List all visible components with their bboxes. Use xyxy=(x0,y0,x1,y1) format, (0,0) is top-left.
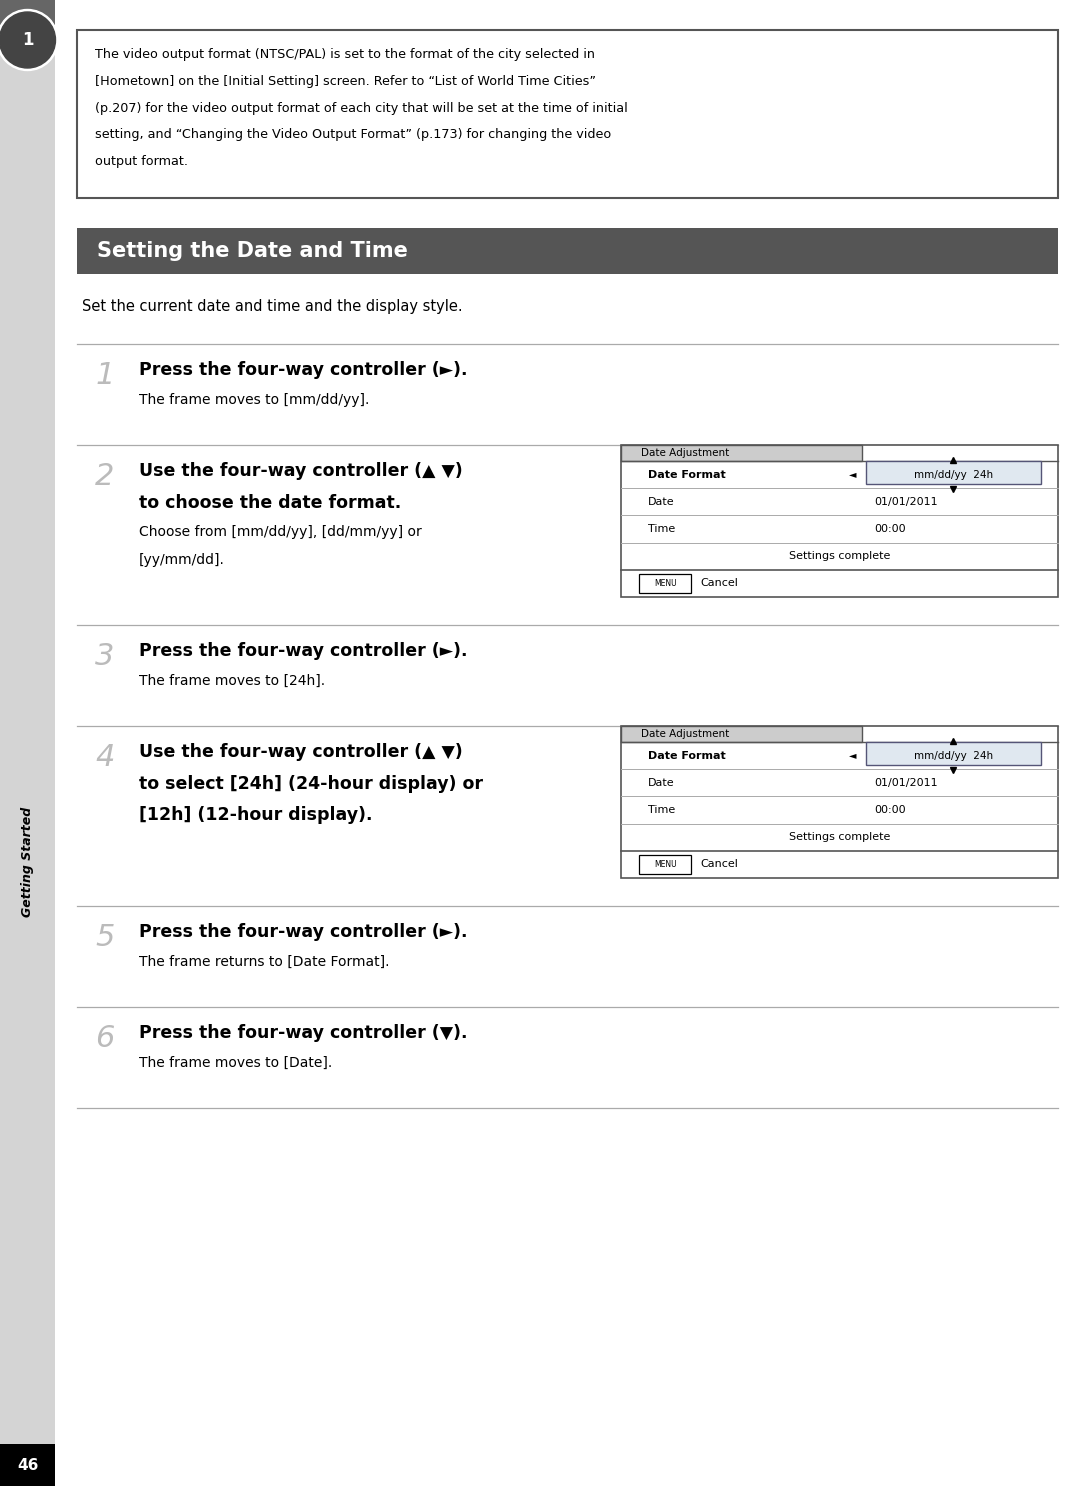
Text: Press the four-way controller (▼).: Press the four-way controller (▼). xyxy=(139,1024,468,1042)
Text: Set the current date and time and the display style.: Set the current date and time and the di… xyxy=(82,299,462,314)
Text: Date Format: Date Format xyxy=(648,750,726,761)
Text: output format.: output format. xyxy=(95,155,188,168)
Text: Date: Date xyxy=(648,496,674,507)
Text: The frame moves to [24h].: The frame moves to [24h]. xyxy=(139,673,325,688)
Text: Date Adjustment: Date Adjustment xyxy=(640,730,729,739)
Text: 00:00: 00:00 xyxy=(875,805,906,814)
Text: [yy/mm/dd].: [yy/mm/dd]. xyxy=(139,553,225,566)
Bar xyxy=(866,742,1040,765)
Bar xyxy=(621,444,1058,597)
Text: ◄: ◄ xyxy=(849,750,856,761)
Text: MENU: MENU xyxy=(653,860,676,869)
Text: Setting the Date and Time: Setting the Date and Time xyxy=(97,241,408,262)
Bar xyxy=(639,854,691,874)
Text: The frame returns to [Date Format].: The frame returns to [Date Format]. xyxy=(139,954,390,969)
Text: Date Adjustment: Date Adjustment xyxy=(640,447,729,458)
Bar xyxy=(0,1444,55,1486)
Text: Press the four-way controller (►).: Press the four-way controller (►). xyxy=(139,642,468,660)
Text: Date Format: Date Format xyxy=(648,470,726,480)
Text: Press the four-way controller (►).: Press the four-way controller (►). xyxy=(139,923,468,941)
Bar xyxy=(0,0,55,39)
Text: 1: 1 xyxy=(22,31,33,49)
Text: [12h] (12-hour display).: [12h] (12-hour display). xyxy=(139,805,373,825)
Bar xyxy=(621,444,862,461)
Text: (p.207) for the video output format of each city that will be set at the time of: (p.207) for the video output format of e… xyxy=(95,101,627,114)
Text: Settings complete: Settings complete xyxy=(789,832,890,843)
Bar xyxy=(639,574,691,593)
Text: Settings complete: Settings complete xyxy=(789,551,890,562)
Text: 00:00: 00:00 xyxy=(875,525,906,533)
Text: mm/dd/yy  24h: mm/dd/yy 24h xyxy=(914,750,993,761)
Text: 3: 3 xyxy=(95,642,114,672)
Text: ◄: ◄ xyxy=(849,470,856,480)
Bar xyxy=(77,30,1058,198)
Text: to choose the date format.: to choose the date format. xyxy=(139,493,402,511)
Text: Press the four-way controller (►).: Press the four-way controller (►). xyxy=(139,361,468,379)
Text: The frame moves to [mm/dd/yy].: The frame moves to [mm/dd/yy]. xyxy=(139,392,369,407)
Text: [Hometown] on the [Initial Setting] screen. Refer to “List of World Time Cities”: [Hometown] on the [Initial Setting] scre… xyxy=(95,74,596,88)
Text: 01/01/2011: 01/01/2011 xyxy=(875,496,939,507)
Text: 5: 5 xyxy=(95,923,114,953)
Text: The video output format (NTSC/PAL) is set to the format of the city selected in: The video output format (NTSC/PAL) is se… xyxy=(95,48,595,61)
Text: to select [24h] (24-hour display) or: to select [24h] (24-hour display) or xyxy=(139,774,483,792)
Text: Choose from [mm/dd/yy], [dd/mm/yy] or: Choose from [mm/dd/yy], [dd/mm/yy] or xyxy=(139,525,422,539)
Circle shape xyxy=(0,12,55,68)
Text: Time: Time xyxy=(648,525,675,533)
Text: 2: 2 xyxy=(95,462,114,490)
Text: Time: Time xyxy=(648,805,675,814)
Bar xyxy=(621,727,862,742)
Text: Use the four-way controller (▲ ▼): Use the four-way controller (▲ ▼) xyxy=(139,743,462,761)
Text: 4: 4 xyxy=(95,743,114,773)
Bar xyxy=(0,0,55,1486)
Text: Getting Started: Getting Started xyxy=(21,807,33,917)
Text: Date: Date xyxy=(648,777,674,788)
Bar xyxy=(866,461,1040,484)
Circle shape xyxy=(0,9,58,70)
Text: setting, and “Changing the Video Output Format” (p.173) for changing the video: setting, and “Changing the Video Output … xyxy=(95,128,611,141)
Text: 01/01/2011: 01/01/2011 xyxy=(875,777,939,788)
Text: Use the four-way controller (▲ ▼): Use the four-way controller (▲ ▼) xyxy=(139,462,462,480)
Text: 6: 6 xyxy=(95,1024,114,1054)
Bar xyxy=(621,727,1058,878)
Text: 1: 1 xyxy=(95,361,114,389)
Text: mm/dd/yy  24h: mm/dd/yy 24h xyxy=(914,470,993,480)
Text: Cancel: Cancel xyxy=(700,859,738,869)
Text: Cancel: Cancel xyxy=(700,578,738,588)
Bar xyxy=(77,227,1058,273)
Text: 46: 46 xyxy=(17,1458,38,1473)
Text: The frame moves to [Date].: The frame moves to [Date]. xyxy=(139,1055,333,1070)
Text: MENU: MENU xyxy=(653,580,676,588)
